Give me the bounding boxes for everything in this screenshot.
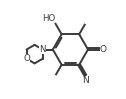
Text: HO: HO: [42, 14, 55, 23]
Text: O: O: [100, 45, 107, 54]
Text: N: N: [39, 45, 46, 54]
Text: N: N: [82, 76, 89, 85]
Text: O: O: [23, 54, 30, 63]
